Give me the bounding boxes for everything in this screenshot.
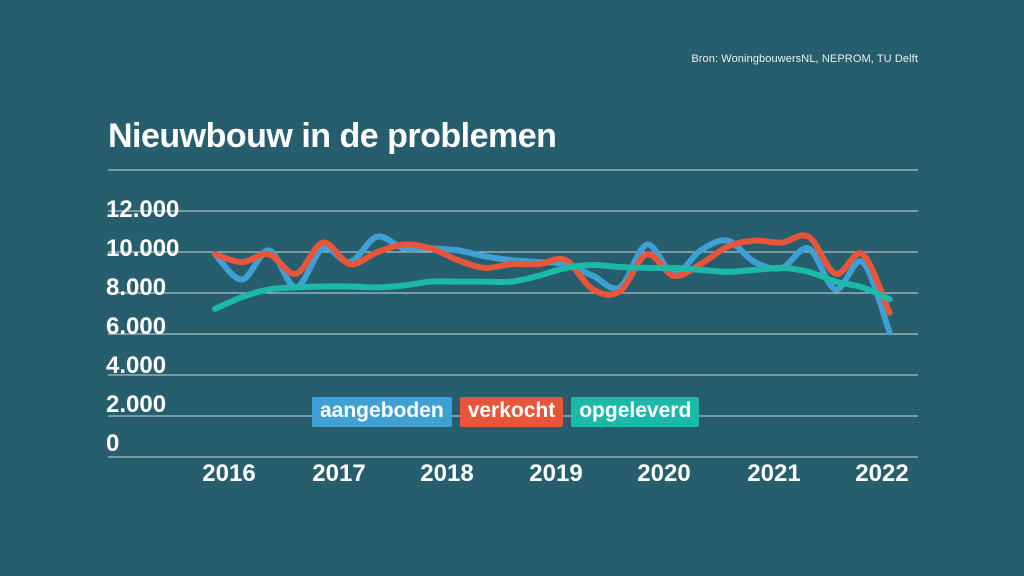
legend-item-verkocht: verkocht <box>459 397 564 427</box>
legend: aangeboden verkocht opgeleverd <box>312 397 700 427</box>
y-tick-label: 0 <box>106 430 119 457</box>
y-tick-label: 6.000 <box>106 313 166 340</box>
x-tick-label: 2016 <box>202 460 255 487</box>
series-lines <box>212 232 893 336</box>
y-tick-label: 2.000 <box>106 391 166 418</box>
series-line-verkocht <box>212 232 893 316</box>
y-tick-label: 12.000 <box>106 196 179 223</box>
x-tick-label: 2021 <box>747 460 800 487</box>
x-tick-label: 2020 <box>637 460 690 487</box>
x-tick-label: 2022 <box>855 460 908 487</box>
source-note: Bron: WoningbouwersNL, NEPROM, TU Delft <box>691 53 918 65</box>
series-line-opgeleverd <box>212 261 893 312</box>
x-tick-label: 2019 <box>529 460 582 487</box>
x-tick-label: 2018 <box>420 460 473 487</box>
y-tick-label: 10.000 <box>106 235 179 262</box>
y-tick-label: 8.000 <box>106 274 166 301</box>
chart-title: Nieuwbouw in de problemen <box>108 117 557 155</box>
legend-item-opgeleverd: opgeleverd <box>571 397 700 427</box>
x-tick-label: 2017 <box>312 460 365 487</box>
legend-item-aangeboden: aangeboden <box>312 397 452 427</box>
y-tick-label: 4.000 <box>106 352 166 379</box>
y-tick-labels: 0 2.000 4.000 6.000 8.000 10.000 12.000 <box>106 196 179 457</box>
x-tick-labels: 2016 2017 2018 2019 2020 2021 2022 <box>202 460 908 487</box>
